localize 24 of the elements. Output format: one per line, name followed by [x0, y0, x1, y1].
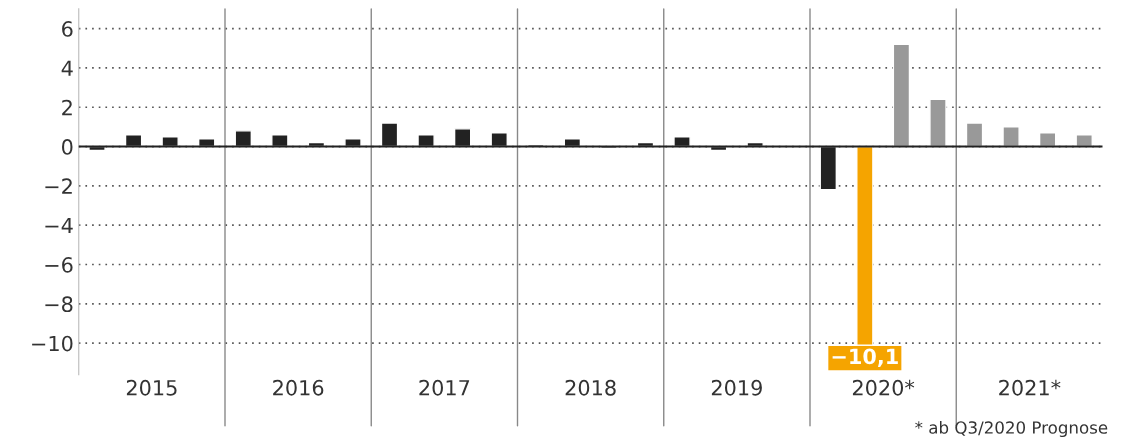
x-tick-label: 2017 — [419, 379, 470, 396]
x-tick-label: 2016 — [273, 379, 324, 396]
data-label: −10,1 — [832, 348, 898, 367]
x-tick-label: 2015 — [126, 379, 177, 396]
y-tick-label: −6 — [45, 256, 73, 273]
y-tick-label: 4 — [61, 60, 73, 76]
bar — [1002, 126, 1020, 148]
bar — [1038, 132, 1057, 148]
bar — [892, 43, 911, 148]
text: * ab Q3/2020 Prognose — [915, 420, 1108, 438]
x-tick-label: 2021* — [999, 379, 1061, 396]
y-tick-label: 0 — [62, 139, 73, 155]
bar — [965, 122, 984, 148]
y-tick-label: 6 — [62, 21, 73, 37]
y-tick-label: −4 — [45, 217, 73, 234]
y-tick-label: −10 — [32, 335, 73, 352]
y-tick-label: 2 — [62, 99, 72, 116]
x-tick-label: 2020* — [852, 379, 915, 396]
bar — [1075, 134, 1093, 148]
bar — [929, 98, 947, 148]
x-tick-label: 2019 — [711, 379, 762, 396]
y-tick-label: −2 — [45, 178, 72, 194]
y-tick-label: −8 — [45, 296, 73, 313]
x-tick-label: 2018 — [565, 379, 616, 396]
